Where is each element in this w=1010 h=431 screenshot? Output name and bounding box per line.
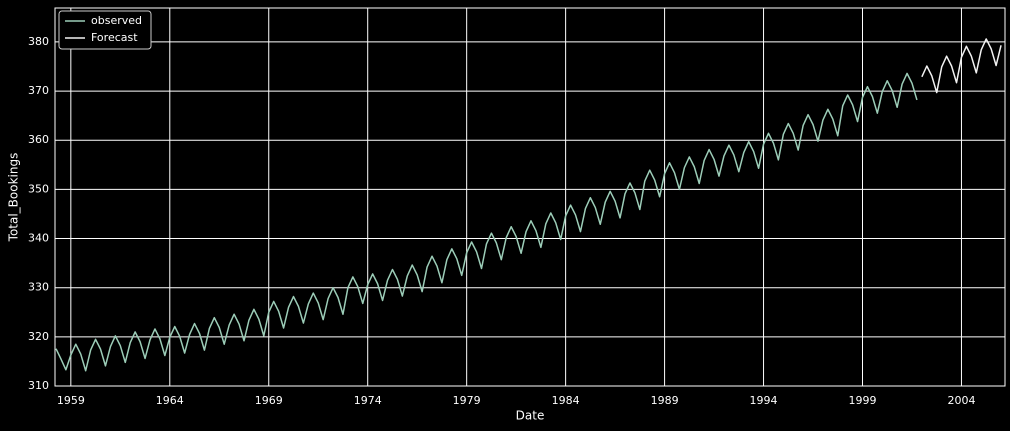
series-line <box>921 38 1002 94</box>
x-axis-label: Date <box>516 409 545 423</box>
x-tick-label: 1984 <box>552 394 580 407</box>
y-tick-label: 330 <box>28 281 49 294</box>
y-tick-label: 350 <box>28 182 49 195</box>
x-tick-label: 1999 <box>849 394 877 407</box>
series-line <box>55 72 918 372</box>
plot-frame <box>54 7 1006 387</box>
x-tick-label: 1994 <box>750 394 778 407</box>
y-tick-label: 310 <box>28 379 49 392</box>
x-tick-label: 1979 <box>453 394 481 407</box>
y-tick-label: 320 <box>28 330 49 343</box>
lines <box>55 38 1002 372</box>
x-tick-label: 1964 <box>156 394 184 407</box>
legend: observed Forecast <box>58 10 152 50</box>
legend-label: Forecast <box>91 31 138 44</box>
legend-label: observed <box>91 14 142 27</box>
x-tick-label: 1974 <box>354 394 382 407</box>
y-axis-label: Total_Bookings <box>7 153 21 243</box>
x-tick-label: 1969 <box>255 394 283 407</box>
y-tick-label: 380 <box>28 35 49 48</box>
grid <box>55 8 1005 387</box>
x-tick-label: 1959 <box>57 394 85 407</box>
y-tick-label: 340 <box>28 232 49 245</box>
y-tick-label: 370 <box>28 84 49 97</box>
x-tick-label: 1989 <box>651 394 679 407</box>
y-tick-label: 360 <box>28 133 49 146</box>
x-tick-label: 2004 <box>947 394 975 407</box>
